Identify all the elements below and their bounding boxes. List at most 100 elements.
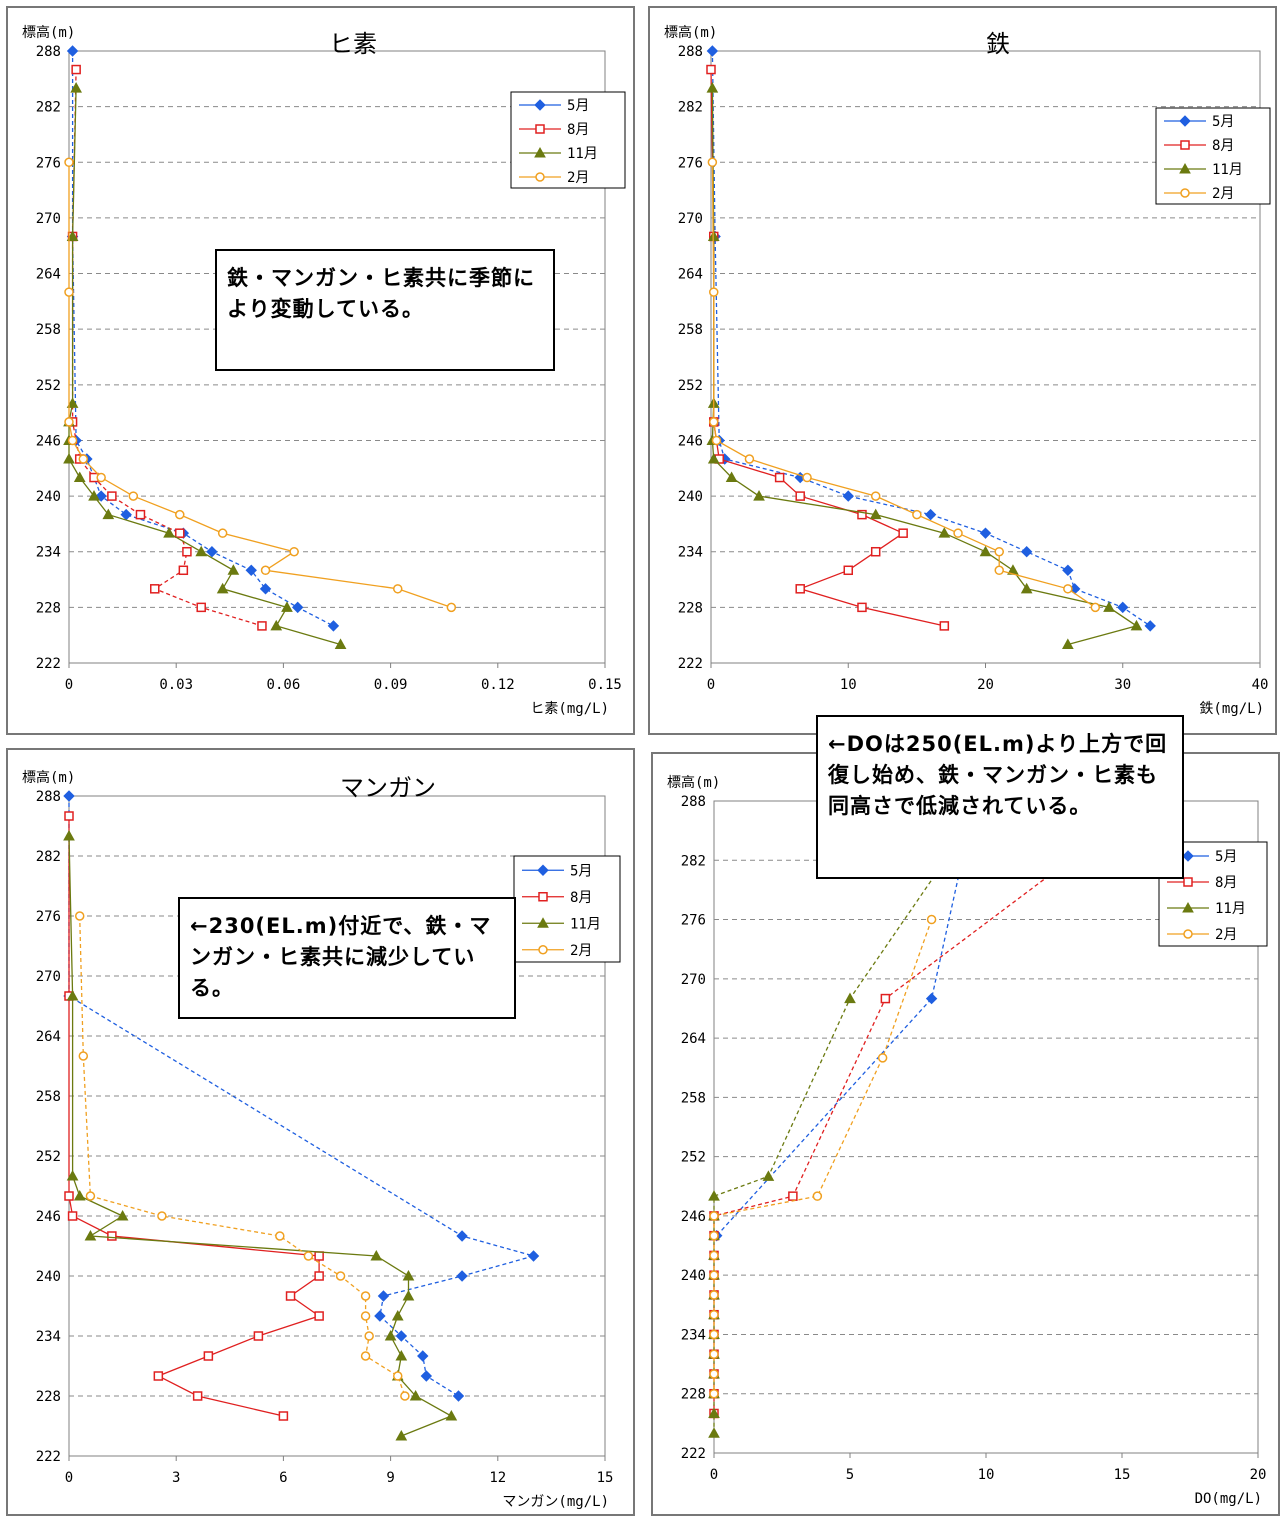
data-point bbox=[63, 790, 75, 802]
y-tick-label: 228 bbox=[36, 600, 61, 616]
data-point bbox=[924, 508, 937, 521]
y-tick-label: 258 bbox=[678, 322, 703, 338]
legend-marker bbox=[538, 892, 548, 902]
data-point bbox=[753, 490, 765, 501]
data-point bbox=[1130, 619, 1143, 631]
manganese-chart-panel: 288 282 276 270 264 258 252 246 240 234 228 222 0 3 6 9… bbox=[6, 748, 635, 1516]
data-point bbox=[711, 435, 722, 446]
legend-label: 5月 bbox=[1212, 114, 1234, 130]
do-note: ←DOは250(EL.m)より上方で回復し始め、鉄・マンガン・ヒ素も同高さで低減… bbox=[816, 715, 1184, 879]
x-tick-label: 10 bbox=[840, 677, 857, 693]
data-point bbox=[384, 1329, 397, 1341]
data-point bbox=[795, 584, 805, 594]
data-point bbox=[880, 993, 891, 1004]
data-point bbox=[409, 1389, 422, 1401]
series-4 bbox=[709, 914, 937, 1399]
legend-label: 8月 bbox=[1212, 138, 1234, 154]
y-tick-label: 228 bbox=[681, 1387, 706, 1403]
data-point bbox=[63, 452, 75, 464]
y-tick-label: 288 bbox=[681, 794, 706, 810]
y-tick-label: 246 bbox=[36, 433, 61, 449]
data-point bbox=[314, 1311, 324, 1321]
data-point bbox=[275, 1231, 285, 1241]
data-point bbox=[71, 64, 81, 75]
data-point bbox=[374, 1310, 386, 1322]
y-tick-label: 282 bbox=[678, 100, 703, 116]
data-point bbox=[1090, 602, 1101, 613]
data-point bbox=[788, 1191, 798, 1201]
y-tick-label: 258 bbox=[681, 1090, 706, 1106]
data-point bbox=[391, 1309, 404, 1321]
data-point bbox=[314, 1251, 324, 1261]
x-tick-label: 6 bbox=[279, 1470, 287, 1486]
y-tick-label: 240 bbox=[678, 489, 703, 505]
legend-label: 5月 bbox=[570, 863, 592, 879]
y-tick-label: 222 bbox=[678, 656, 703, 672]
y-tick-label: 288 bbox=[36, 789, 61, 805]
data-point bbox=[392, 584, 403, 594]
data-point bbox=[206, 546, 218, 558]
legend-marker bbox=[537, 864, 549, 876]
series-line bbox=[71, 51, 334, 627]
data-point bbox=[257, 621, 267, 631]
data-point bbox=[182, 546, 192, 557]
y-tick-label: 264 bbox=[36, 1029, 61, 1045]
y-tick-label: 252 bbox=[36, 1149, 61, 1165]
data-point bbox=[898, 528, 908, 538]
data-point bbox=[196, 602, 206, 613]
data-point bbox=[74, 911, 85, 921]
data-point bbox=[395, 1349, 408, 1361]
data-point bbox=[709, 1388, 719, 1399]
data-point bbox=[744, 454, 755, 464]
data-point bbox=[73, 1189, 86, 1201]
data-point bbox=[85, 1191, 96, 1201]
data-point bbox=[303, 1251, 314, 1261]
data-point bbox=[217, 528, 228, 538]
series-3 bbox=[63, 829, 458, 1441]
data-point bbox=[706, 82, 719, 93]
data-point bbox=[1144, 620, 1156, 632]
data-point bbox=[456, 1230, 468, 1242]
data-point bbox=[795, 491, 805, 501]
data-point bbox=[1103, 601, 1115, 612]
data-point bbox=[925, 992, 938, 1005]
y-tick-label: 276 bbox=[36, 909, 61, 925]
chart-title: 鉄 bbox=[986, 30, 1010, 58]
data-point bbox=[96, 472, 106, 483]
data-point bbox=[216, 582, 229, 594]
x-tick-label: 0.12 bbox=[481, 677, 515, 693]
data-point bbox=[245, 564, 257, 576]
y-tick-label: 228 bbox=[678, 600, 703, 616]
y-tick-label: 270 bbox=[36, 211, 61, 227]
data-point bbox=[270, 619, 283, 631]
data-point bbox=[88, 490, 100, 501]
y-tick-label: 252 bbox=[36, 378, 61, 394]
x-tick-label: 30 bbox=[1114, 677, 1131, 693]
data-point bbox=[708, 287, 719, 297]
series-line bbox=[716, 800, 976, 1237]
data-point bbox=[84, 1229, 97, 1241]
legend-marker bbox=[1180, 188, 1190, 198]
legend-label: 11月 bbox=[570, 916, 601, 932]
x-tick-label: 3 bbox=[172, 1470, 180, 1486]
data-point bbox=[877, 1053, 888, 1063]
legend-label: 2月 bbox=[1212, 186, 1234, 202]
data-point bbox=[709, 1369, 719, 1379]
data-point bbox=[708, 1427, 720, 1438]
data-point bbox=[67, 435, 78, 446]
y-tick-label: 246 bbox=[681, 1209, 706, 1225]
data-point bbox=[150, 584, 160, 594]
arsenic-note: 鉄・マンガン・ヒ素共に季節により変動している。 bbox=[215, 249, 555, 371]
data-point bbox=[994, 546, 1004, 557]
x-tick-label: 0 bbox=[65, 1470, 73, 1486]
data-point bbox=[392, 1371, 403, 1381]
data-point bbox=[994, 565, 1004, 576]
legend-label: 5月 bbox=[567, 98, 589, 114]
data-point bbox=[870, 546, 881, 557]
data-point bbox=[709, 1309, 719, 1320]
data-point bbox=[66, 230, 79, 241]
data-point bbox=[70, 82, 82, 93]
